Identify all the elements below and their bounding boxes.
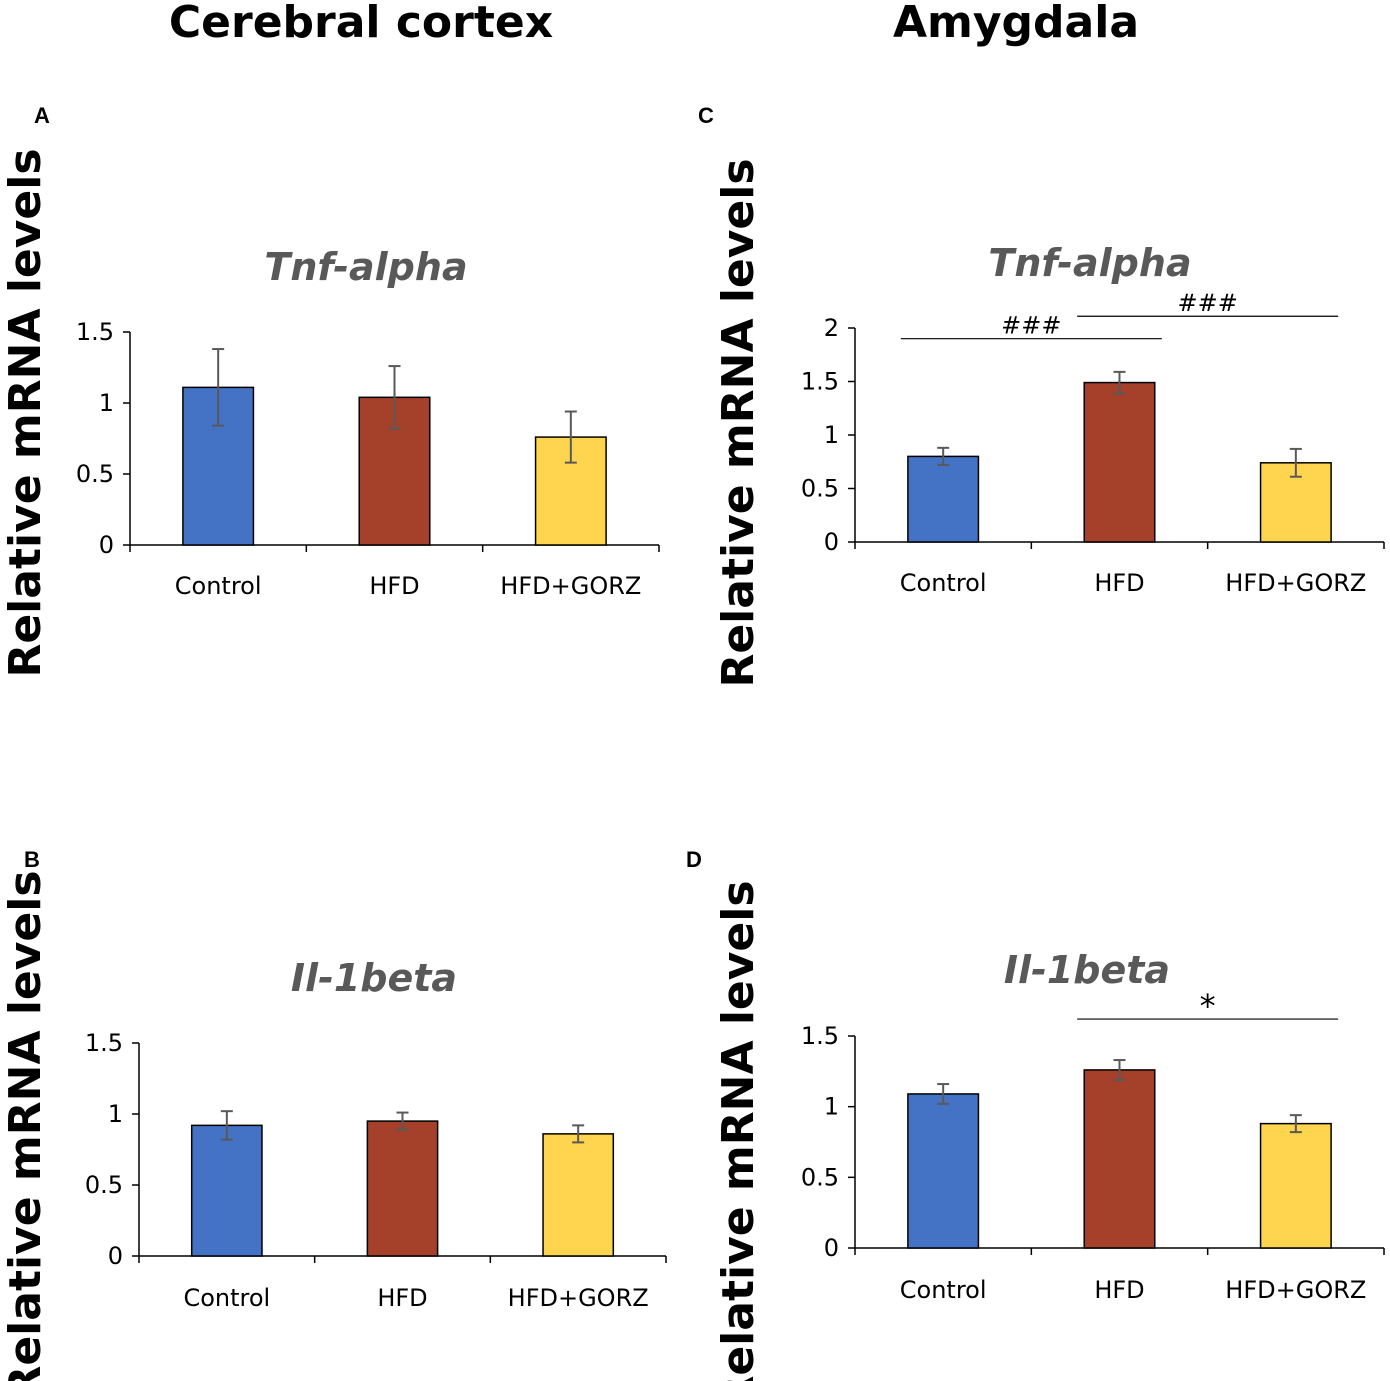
bar-hfd-gorz (542, 1133, 615, 1257)
x-category-label: Control (183, 1284, 270, 1312)
y-tick-label: 0 (824, 1234, 839, 1262)
column-title-right: Amygdala (893, 0, 1139, 48)
y-tick-label: 1 (824, 1093, 839, 1121)
significance-label: ### (1178, 289, 1238, 317)
y-tick-label: 1.5 (801, 1022, 839, 1050)
bar-control (907, 1093, 980, 1249)
x-category-label: HFD+GORZ (1225, 1276, 1366, 1304)
y-axis-label: Relative mRNA levels (0, 870, 51, 1381)
panel-label: C (698, 103, 714, 128)
x-category-label: HFD+GORZ (500, 572, 641, 600)
x-category-label: HFD (377, 1284, 427, 1312)
chart-title: Tnf-alpha (988, 241, 1191, 285)
bar-hfd (366, 1120, 439, 1257)
y-tick-label: 0 (99, 531, 114, 559)
bar-hfd (1083, 1069, 1156, 1249)
panel-label: B (24, 847, 40, 872)
y-tick-label: 2 (824, 314, 839, 342)
bar-hfd-gorz (1259, 1122, 1332, 1249)
x-category-label: HFD (369, 572, 419, 600)
bar-hfd (358, 396, 431, 546)
y-axis-label: Relative mRNA levels (713, 158, 764, 687)
y-tick-label: 1.5 (85, 1029, 123, 1057)
significance-label: ### (1001, 312, 1061, 340)
y-axis-label: Relative mRNA levels (713, 880, 764, 1381)
y-tick-label: 0 (824, 528, 839, 556)
y-tick-label: 0.5 (801, 1163, 839, 1191)
bar-control (907, 455, 980, 543)
x-category-label: HFD (1094, 1276, 1144, 1304)
chart-title: Tnf-alpha (264, 245, 467, 289)
x-category-label: HFD (1094, 569, 1144, 597)
y-tick-label: 0.5 (801, 475, 839, 503)
charts-layer: A Relative mRNA levels Tnf-alpha 0 0.5 1 1.5 Co… (0, 103, 1385, 1381)
x-category-label: Control (175, 572, 262, 600)
column-title-left: Cerebral cortex (169, 0, 553, 48)
significance-label: * (1200, 987, 1216, 1025)
bar-hfd-gorz (534, 436, 607, 546)
panel-label: D (686, 847, 702, 872)
chart-panel-d: D Relative mRNA levels Il-1beta 0 0.5 1 1.5 Con… (686, 847, 1385, 1381)
chart-title: Il-1beta (291, 956, 457, 1000)
x-category-label: HFD+GORZ (508, 1284, 649, 1312)
y-tick-label: 1 (824, 421, 839, 449)
y-tick-label: 1.5 (76, 318, 114, 346)
panel-label: A (34, 103, 50, 128)
y-tick-label: 1.5 (801, 368, 839, 396)
y-tick-label: 0 (108, 1242, 123, 1270)
chart-panel-c: C Relative mRNA levels Tnf-alpha 0 0.5 1 1.5 2 C… (698, 103, 1385, 688)
chart-title: Il-1beta (1004, 948, 1170, 992)
y-tick-label: 0.5 (76, 460, 114, 488)
bar-hfd (1083, 381, 1156, 543)
chart-panel-a: A Relative mRNA levels Tnf-alpha 0 0.5 1 1.5 Co… (0, 103, 660, 678)
bar-control (190, 1124, 263, 1257)
x-category-label: Control (900, 569, 987, 597)
x-category-label: HFD+GORZ (1225, 569, 1366, 597)
y-tick-label: 1 (99, 389, 114, 417)
x-category-label: Control (900, 1276, 987, 1304)
y-tick-label: 0.5 (85, 1171, 123, 1199)
y-tick-label: 1 (108, 1100, 123, 1128)
y-axis-label: Relative mRNA levels (0, 148, 51, 677)
